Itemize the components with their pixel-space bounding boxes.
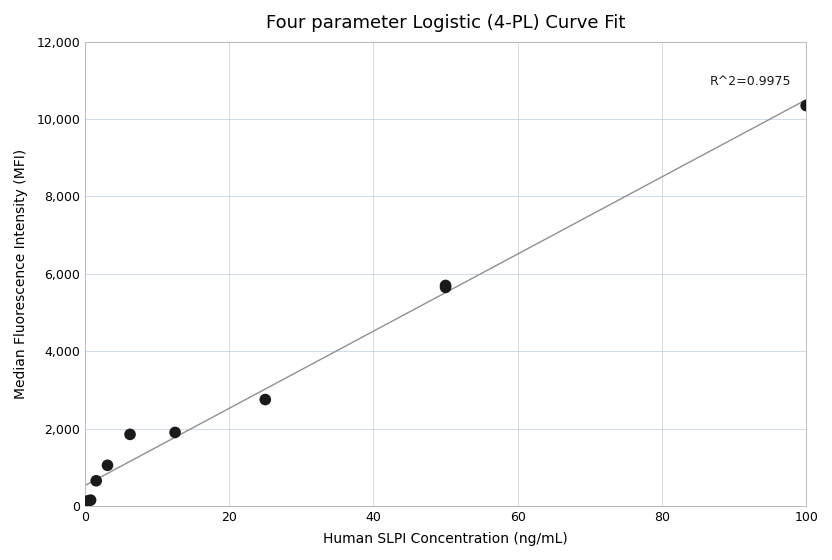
Point	[168, 428, 181, 437]
Point	[259, 395, 272, 404]
X-axis label: Human SLPI Concentration (ng/mL): Human SLPI Concentration (ng/mL)	[323, 532, 568, 546]
Text: R^2=0.9975: R^2=0.9975	[711, 75, 792, 88]
Point	[81, 496, 94, 505]
Point	[439, 283, 453, 292]
Point	[84, 496, 97, 505]
Y-axis label: Median Fluorescence Intensity (MFI): Median Fluorescence Intensity (MFI)	[14, 149, 28, 399]
Point	[800, 101, 813, 110]
Point	[439, 281, 453, 290]
Point	[123, 430, 136, 439]
Title: Four parameter Logistic (4-PL) Curve Fit: Four parameter Logistic (4-PL) Curve Fit	[266, 14, 626, 32]
Point	[101, 461, 114, 470]
Point	[90, 477, 103, 486]
